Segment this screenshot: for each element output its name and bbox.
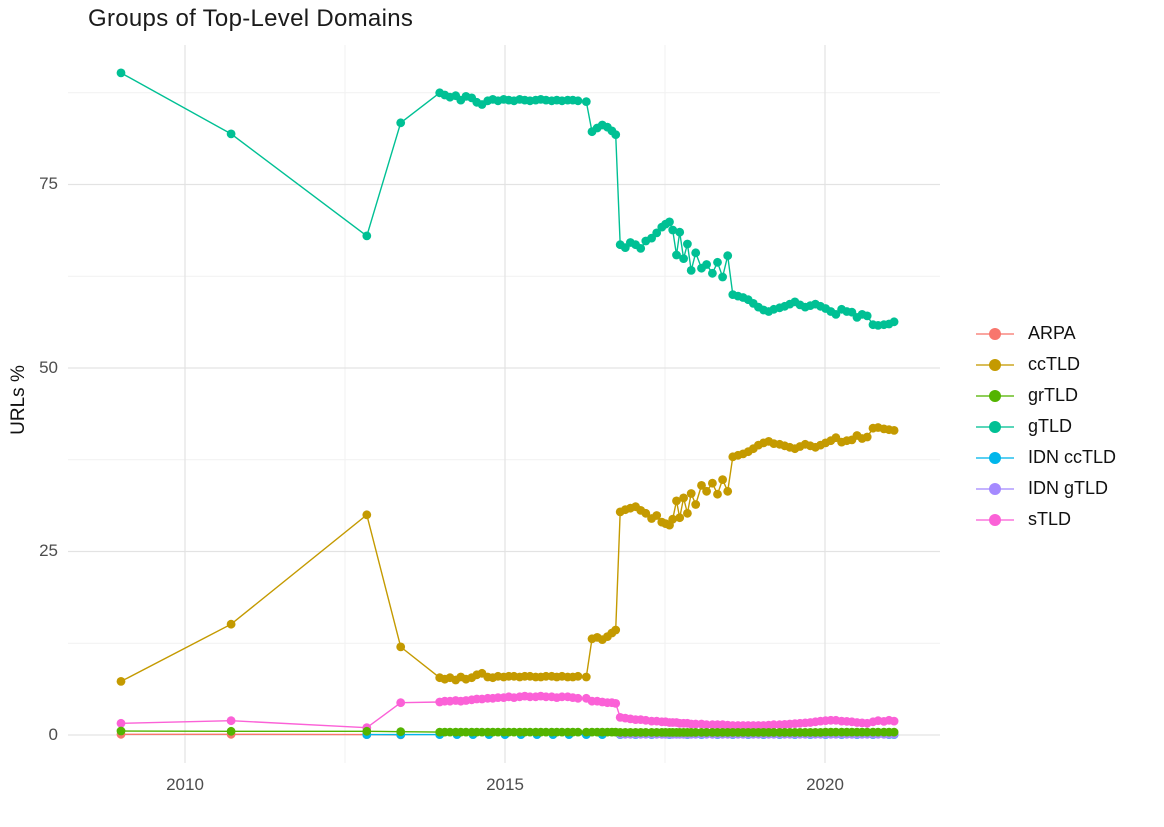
legend-label: sTLD (1028, 509, 1072, 529)
legend: ARPA ccTLD grTLD gTLD IDN ccTLD IDN gTLD… (976, 318, 1116, 535)
legend-key-stld-icon (976, 513, 1014, 527)
legend-label: ccTLD (1028, 354, 1081, 374)
y-tick-50: 50 (39, 358, 58, 377)
legend-key-gtld-icon (976, 420, 1014, 434)
legend-key-cctld-icon (976, 358, 1014, 372)
x-tick-2010: 2010 (166, 775, 204, 794)
legend-item-grtld: grTLD (976, 380, 1116, 411)
legend-label: gTLD (1028, 416, 1073, 436)
legend-item-idn-cctld: IDN ccTLD (976, 442, 1116, 473)
legend-key-idn-cctld-icon (976, 451, 1014, 465)
legend-item-gtld: gTLD (976, 411, 1116, 442)
y-tick-0: 0 (48, 725, 58, 744)
legend-label: ARPA (1028, 323, 1076, 343)
legend-label: IDN gTLD (1028, 478, 1109, 498)
x-tick-2020: 2020 (806, 775, 844, 794)
legend-key-idn-gtld-icon (976, 482, 1014, 496)
legend-key-arpa-icon (976, 327, 1014, 341)
x-tick-2015: 2015 (486, 775, 524, 794)
y-tick-75: 75 (39, 174, 58, 193)
legend-item-idn-gtld: IDN gTLD (976, 473, 1116, 504)
y-axis-title: URLs % (8, 365, 29, 435)
legend-item-cctld: ccTLD (976, 349, 1116, 380)
y-tick-25: 25 (39, 541, 58, 560)
legend-label: IDN ccTLD (1028, 447, 1117, 467)
chart-title: Groups of Top-Level Domains (88, 5, 414, 32)
legend-label: grTLD (1028, 385, 1079, 405)
legend-key-grtld-icon (976, 389, 1014, 403)
legend-item-arpa: ARPA (976, 318, 1116, 349)
legend-item-stld: sTLD (976, 504, 1116, 535)
